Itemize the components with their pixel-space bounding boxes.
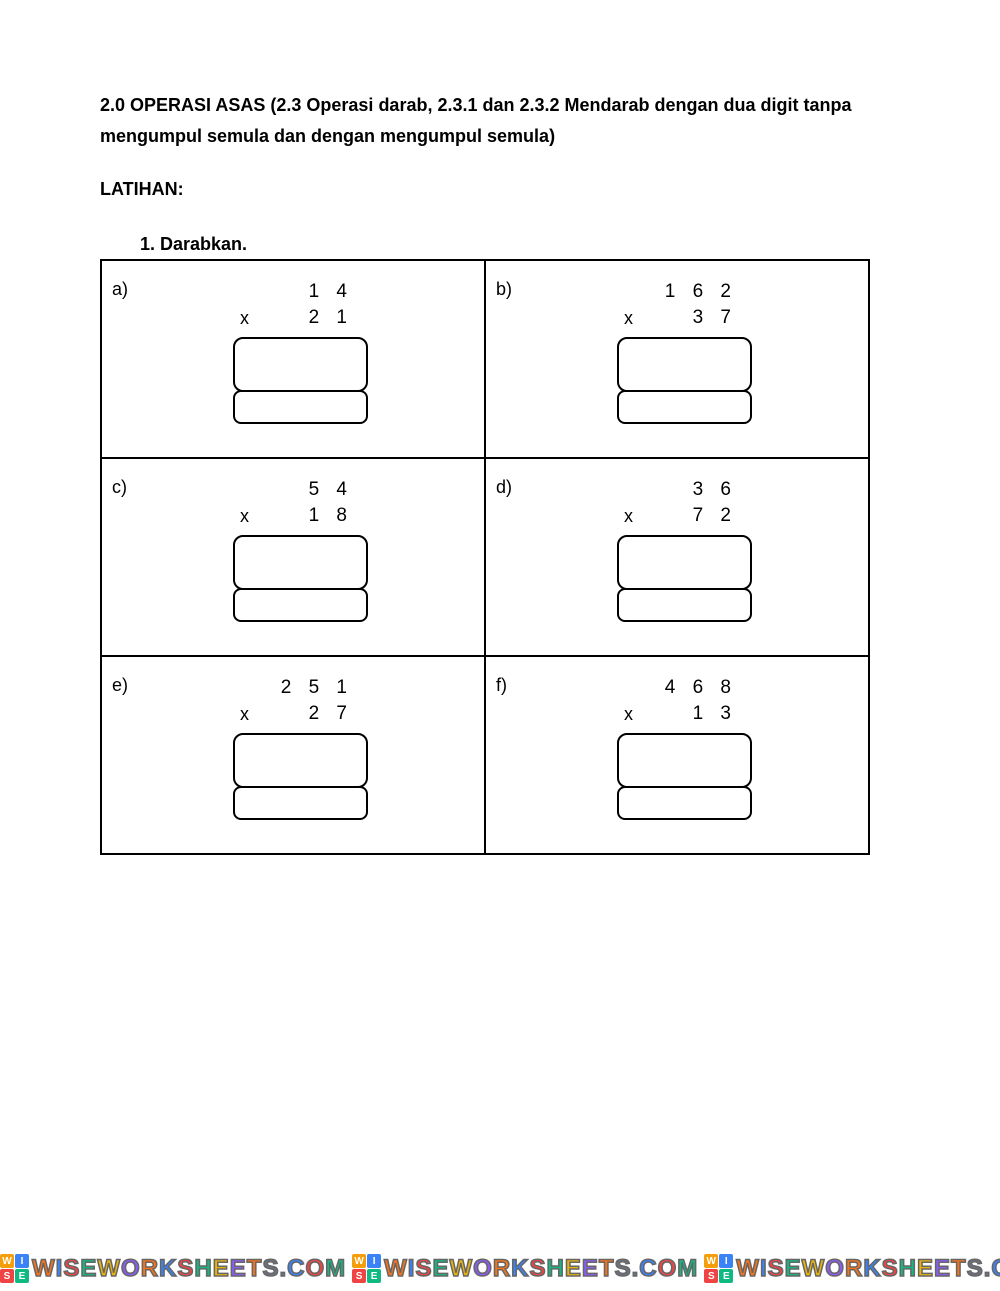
problem-cell: b)1 6 2x3 7 — [485, 260, 869, 458]
watermark-text: WISEWORKSHEETS.COM — [736, 1255, 1000, 1283]
answer-boxes — [233, 733, 368, 820]
multiplier: 2 7 — [253, 703, 393, 725]
watermark-logo-letter: I — [719, 1254, 733, 1268]
watermark-logo: WISE — [352, 1254, 381, 1283]
problem-label: c) — [112, 477, 127, 498]
worksheet-page: 2.0 OPERASI ASAS (2.3 Operasi darab, 2.3… — [0, 0, 1000, 1291]
multiplier-row: x1 8 — [193, 503, 393, 529]
watermark-unit: WISEWISEWORKSHEETS.COM — [0, 1254, 346, 1283]
problem-cell: a)1 4x2 1 — [101, 260, 485, 458]
answer-boxes — [233, 337, 368, 424]
multiplication-problem: 1 4x2 1 — [193, 279, 393, 424]
answer-box-top[interactable] — [233, 733, 368, 788]
multiply-sign: x — [193, 308, 253, 329]
multiplier: 1 8 — [253, 505, 393, 527]
watermark-logo-letter: S — [704, 1269, 718, 1283]
multiplier-row: x1 3 — [577, 701, 777, 727]
multiplication-problem: 4 6 8x1 3 — [577, 675, 777, 820]
watermark: WISEWISEWORKSHEETS.COMWISEWISEWORKSHEETS… — [0, 1254, 1000, 1283]
answer-box-top[interactable] — [233, 337, 368, 392]
problem-cell: e)2 5 1x2 7 — [101, 656, 485, 854]
watermark-logo-letter: E — [15, 1269, 29, 1283]
multiplication-problem: 1 6 2x3 7 — [577, 279, 777, 424]
problem-label: b) — [496, 279, 512, 300]
problem-label: f) — [496, 675, 507, 696]
problem-grid: a)1 4x2 1b)1 6 2x3 7c)5 4x1 8d)3 6x7 2e)… — [100, 259, 870, 855]
section-label: LATIHAN: — [100, 179, 900, 200]
answer-boxes — [233, 535, 368, 622]
watermark-logo-letter: E — [367, 1269, 381, 1283]
multiplicand: 5 4 — [193, 477, 393, 503]
answer-boxes — [617, 535, 752, 622]
multiplication-problem: 2 5 1x2 7 — [193, 675, 393, 820]
watermark-logo-letter: W — [352, 1254, 366, 1268]
multiplier-row: x2 1 — [193, 305, 393, 331]
multiplicand: 2 5 1 — [193, 675, 393, 701]
watermark-logo-letter: S — [0, 1269, 14, 1283]
multiplier: 3 7 — [637, 307, 777, 329]
multiply-sign: x — [577, 704, 637, 725]
watermark-logo-letter: E — [719, 1269, 733, 1283]
multiply-sign: x — [577, 506, 637, 527]
watermark-logo-letter: W — [0, 1254, 14, 1268]
watermark-logo-letter: I — [15, 1254, 29, 1268]
answer-box-top[interactable] — [233, 535, 368, 590]
answer-box-top[interactable] — [617, 733, 752, 788]
watermark-logo-letter: I — [367, 1254, 381, 1268]
multiplication-problem: 5 4x1 8 — [193, 477, 393, 622]
multiply-sign: x — [193, 506, 253, 527]
answer-box-bottom[interactable] — [233, 786, 368, 820]
problem-label: e) — [112, 675, 128, 696]
problem-cell: f)4 6 8x1 3 — [485, 656, 869, 854]
multiplication-problem: 3 6x7 2 — [577, 477, 777, 622]
answer-box-top[interactable] — [617, 337, 752, 392]
multiplicand: 1 4 — [193, 279, 393, 305]
multiplicand: 3 6 — [577, 477, 777, 503]
multiplier: 1 3 — [637, 703, 777, 725]
multiplicand: 4 6 8 — [577, 675, 777, 701]
answer-box-bottom[interactable] — [617, 588, 752, 622]
problem-cell: d)3 6x7 2 — [485, 458, 869, 656]
answer-box-bottom[interactable] — [233, 588, 368, 622]
watermark-logo: WISE — [704, 1254, 733, 1283]
answer-box-bottom[interactable] — [617, 390, 752, 424]
watermark-logo: WISE — [0, 1254, 29, 1283]
instruction: 1. Darabkan. — [140, 234, 900, 255]
answer-boxes — [617, 337, 752, 424]
multiplier-row: x7 2 — [577, 503, 777, 529]
watermark-unit: WISEWISEWORKSHEETS.COM — [704, 1254, 1000, 1283]
multiplier: 2 1 — [253, 307, 393, 329]
multiplier-row: x2 7 — [193, 701, 393, 727]
answer-boxes — [617, 733, 752, 820]
multiply-sign: x — [577, 308, 637, 329]
watermark-text: WISEWORKSHEETS.COM — [32, 1255, 346, 1283]
watermark-logo-letter: W — [704, 1254, 718, 1268]
watermark-text: WISEWORKSHEETS.COM — [384, 1255, 698, 1283]
watermark-unit: WISEWISEWORKSHEETS.COM — [352, 1254, 698, 1283]
problem-cell: c)5 4x1 8 — [101, 458, 485, 656]
problem-label: a) — [112, 279, 128, 300]
problem-label: d) — [496, 477, 512, 498]
watermark-logo-letter: S — [352, 1269, 366, 1283]
answer-box-top[interactable] — [617, 535, 752, 590]
multiplier-row: x3 7 — [577, 305, 777, 331]
answer-box-bottom[interactable] — [233, 390, 368, 424]
multiplicand: 1 6 2 — [577, 279, 777, 305]
multiplier: 7 2 — [637, 505, 777, 527]
multiply-sign: x — [193, 704, 253, 725]
page-title: 2.0 OPERASI ASAS (2.3 Operasi darab, 2.3… — [100, 90, 900, 151]
answer-box-bottom[interactable] — [617, 786, 752, 820]
